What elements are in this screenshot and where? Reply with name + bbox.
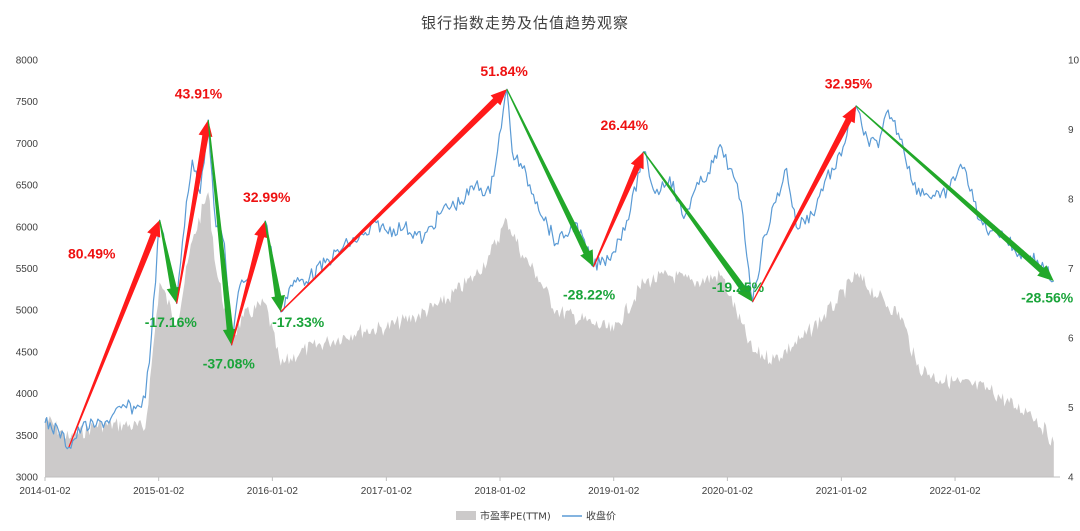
x-tick-label: 2015-01-02 — [133, 486, 185, 497]
x-tick-label: 2014-01-02 — [19, 486, 71, 497]
trend-label-7: 51.84% — [480, 63, 528, 79]
trend-label-11: 32.95% — [825, 75, 873, 91]
trend-arrow-7 — [280, 89, 507, 313]
legend-swatch-pe — [456, 511, 476, 520]
trend-arrow-11 — [752, 105, 856, 303]
legend-label-close: 收盘价 — [586, 510, 616, 523]
legend: 市盈率PE(TTM) 收盘价 — [456, 510, 616, 523]
y-left-tick-label: 5000 — [16, 306, 39, 317]
y-left-tick-label: 3000 — [16, 473, 39, 484]
y-left-tick-label: 3500 — [16, 431, 39, 442]
trend-label-8: -28.22% — [563, 286, 616, 302]
trend-arrow-4 — [207, 120, 237, 346]
y-left-tick-label: 4000 — [16, 389, 39, 400]
trend-arrow-2 — [159, 220, 181, 304]
y-left-tick-label: 4500 — [16, 347, 39, 358]
x-tick-label: 2022-01-02 — [929, 486, 981, 497]
y-left-tick-label: 6500 — [16, 181, 39, 192]
trend-label-3: 43.91% — [175, 85, 223, 101]
trend-label-2: -17.16% — [145, 314, 198, 330]
trend-arrow-8 — [506, 88, 594, 267]
trend-label-5: 32.99% — [243, 189, 291, 205]
trend-arrow-6 — [264, 220, 285, 312]
y-left-tick-label: 7500 — [16, 97, 39, 108]
x-tick-label: 2019-01-02 — [588, 486, 640, 497]
trend-arrow-12 — [855, 105, 1054, 282]
axes-layer: 2014-01-02 2015-01-02 2016-01-02 2017-01-02… — [16, 56, 1080, 498]
trend-label-10: -19.25% — [712, 279, 765, 295]
y-right-tick-label: 4 — [1068, 473, 1074, 484]
y-right-tick-label: 9 — [1068, 125, 1074, 136]
x-tick-label: 2021-01-02 — [816, 486, 868, 497]
y-right-tick-label: 6 — [1068, 334, 1074, 345]
y-left-tick-label: 8000 — [16, 56, 39, 67]
x-tick-label: 2018-01-02 — [474, 486, 526, 497]
y-left-tick-label: 6000 — [16, 222, 39, 233]
y-right-tick-label: 5 — [1068, 403, 1074, 414]
trend-arrow-3 — [176, 120, 213, 304]
y-right-tick-label: 8 — [1068, 195, 1074, 206]
pe-ttm-area — [45, 192, 1054, 477]
trend-arrow-10 — [643, 151, 753, 302]
trend-label-9: 26.44% — [601, 117, 649, 133]
y-right-tick-label: 7 — [1068, 264, 1074, 275]
trend-arrow-5 — [231, 221, 268, 346]
legend-label-pe: 市盈率PE(TTM) — [480, 510, 551, 523]
trend-arrow-9 — [592, 151, 644, 268]
chart-title: 银行指数走势及估值趋势观察 — [421, 14, 629, 32]
trend-label-6: -17.33% — [272, 314, 325, 330]
trend-arrow-1 — [68, 220, 161, 448]
trend-label-4: -37.08% — [203, 356, 256, 372]
y-left-tick-label: 7000 — [16, 139, 39, 150]
y-right-tick-label: 10 — [1068, 56, 1080, 67]
trend-label-12: -28.56% — [1021, 290, 1074, 306]
x-tick-label: 2017-01-02 — [361, 486, 413, 497]
x-tick-label: 2020-01-02 — [702, 486, 754, 497]
y-left-tick-label: 5500 — [16, 264, 39, 275]
pe-area-layer — [45, 192, 1054, 477]
trend-label-1: 80.49% — [68, 246, 116, 262]
x-tick-label: 2016-01-02 — [247, 486, 299, 497]
trend-arrows-layer: 80.49% -17.16% 43.91% -37.08% 32.99% -17.33% 5… — [68, 63, 1074, 448]
